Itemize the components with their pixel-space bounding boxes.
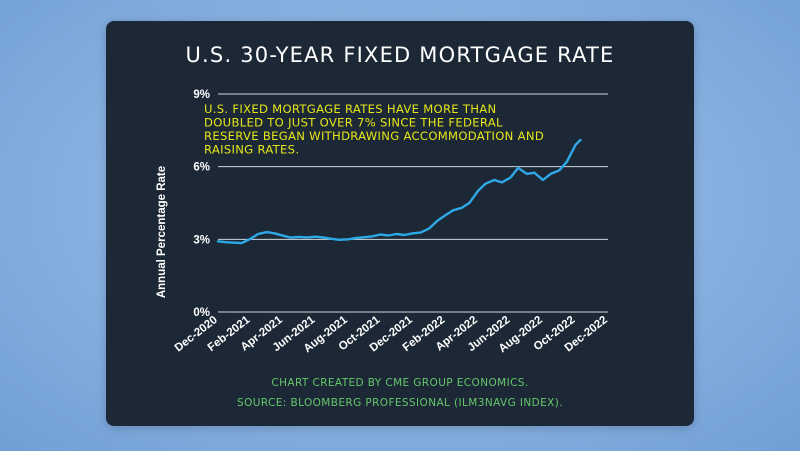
y-tick-label: 6% [193, 162, 210, 174]
y-tick-label: 0% [193, 307, 210, 319]
chart-source: SOURCE: BLOOMBERG PROFESSIONAL (ILM3NAVG… [237, 397, 563, 409]
y-tick-label: 3% [193, 234, 210, 246]
chart-card: U.S. 30-YEAR FIXED MORTGAGE RATE Annual … [106, 21, 694, 426]
chart-annotation: U.S. FIXED MORTGAGE RATES HAVE MORE THAN… [204, 102, 544, 157]
series-line [216, 138, 582, 245]
chart-plot: 0%3%6%9% Dec-2020Feb-2021Apr-2021Jun-202… [173, 89, 610, 355]
y-tick-label: 9% [193, 89, 210, 101]
chart-title: U.S. 30-YEAR FIXED MORTGAGE RATE [185, 43, 615, 67]
chart-credit: CHART CREATED BY CME GROUP ECONOMICS. [271, 377, 529, 389]
